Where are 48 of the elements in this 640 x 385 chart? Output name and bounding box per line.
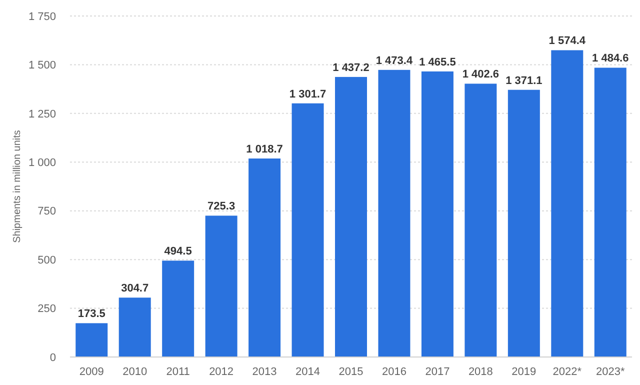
bar xyxy=(464,84,497,357)
y-tick-label: 250 xyxy=(38,303,56,316)
data-label: 1 402.6 xyxy=(462,68,500,81)
x-tick-label: 2017 xyxy=(425,366,450,378)
bar xyxy=(508,90,540,357)
y-tick-label: 750 xyxy=(38,206,56,218)
x-tick-label: 2010 xyxy=(122,366,148,378)
x-tick-label: 2012 xyxy=(209,366,234,378)
data-label: 494.5 xyxy=(164,246,192,258)
data-label: 1 018.7 xyxy=(246,144,283,156)
x-tick-label: 2011 xyxy=(166,366,190,378)
data-label: 1 473.4 xyxy=(376,54,414,67)
bar xyxy=(205,216,238,357)
data-label: 1 437.2 xyxy=(332,62,370,74)
x-tick-label: 2018 xyxy=(468,366,493,378)
x-tick-label: 2016 xyxy=(382,366,406,378)
x-tick-label: 2023* xyxy=(596,366,626,378)
bar xyxy=(162,260,194,357)
x-tick-label: 2019 xyxy=(512,366,536,378)
y-tick-label: 1 000 xyxy=(28,156,56,169)
data-label: 725.3 xyxy=(208,200,236,213)
bar xyxy=(76,323,108,357)
bar xyxy=(551,50,584,357)
bar xyxy=(594,68,626,357)
bar xyxy=(335,76,367,357)
x-tick-label: 2014 xyxy=(296,366,320,378)
data-label: 1 465.5 xyxy=(419,56,456,68)
y-tick-label: 1 500 xyxy=(28,60,56,72)
data-label: 304.7 xyxy=(121,282,149,295)
y-tick-label: 500 xyxy=(38,254,56,266)
x-tick-label: 2013 xyxy=(252,366,277,378)
x-tick-label: 2015 xyxy=(338,366,364,378)
bar xyxy=(421,71,454,357)
y-axis-title: Shipments in million units xyxy=(12,130,23,243)
y-tick-label: 1 250 xyxy=(28,108,56,120)
data-label: 1 574.4 xyxy=(548,35,586,48)
y-tick-label: 1 750 xyxy=(28,10,56,23)
x-tick-label: 2009 xyxy=(79,366,104,378)
data-label: 1 484.6 xyxy=(592,52,629,65)
x-tick-label: 2022* xyxy=(552,366,582,378)
bar xyxy=(118,298,151,357)
data-label: 1 371.1 xyxy=(506,74,542,87)
bar xyxy=(292,103,324,357)
bar xyxy=(378,70,410,357)
bar xyxy=(248,158,281,357)
data-label: 1 301.7 xyxy=(289,88,326,100)
y-tick-label: 0 xyxy=(50,352,56,364)
data-label: 173.5 xyxy=(78,308,106,320)
